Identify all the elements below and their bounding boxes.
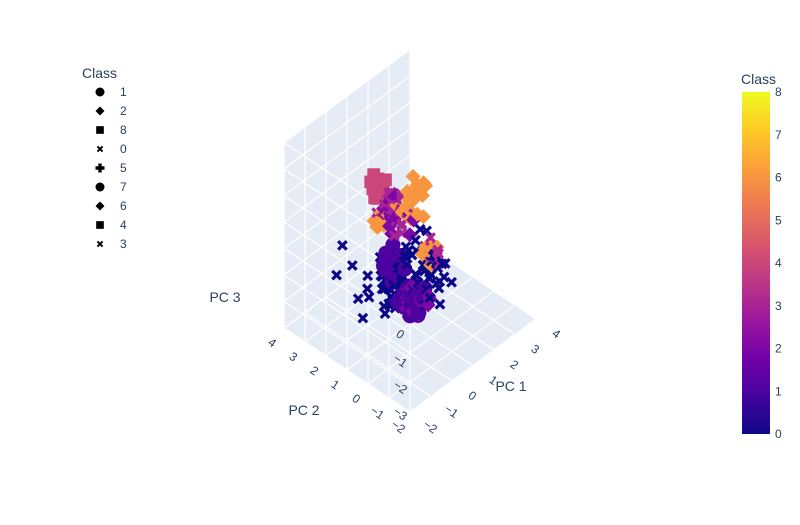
grid-line — [283, 75, 411, 170]
legend: Class 1 2 8 0 5 7 6 4 3 — [82, 65, 127, 251]
x-tick-label: −2 — [421, 417, 441, 437]
legend-symbol-diamond-icon — [95, 201, 105, 211]
y-tick-label: 0 — [350, 391, 364, 406]
data-point — [410, 234, 421, 246]
legend-symbol-x-icon — [96, 145, 104, 153]
data-point — [415, 209, 431, 225]
legend-symbol-cross-icon — [95, 163, 105, 173]
colorbar-tick-label: 5 — [775, 213, 782, 227]
y-tick-label: −1 — [368, 403, 388, 423]
legend-item-label: 2 — [120, 104, 127, 118]
grid-line — [283, 155, 411, 249]
legend-item-label: 6 — [120, 199, 127, 213]
legend-symbol-x-icon — [96, 240, 104, 248]
legend-symbol-square-icon — [96, 126, 104, 134]
x-tick-label: −1 — [442, 402, 462, 422]
data-point — [418, 178, 434, 194]
legend-item-label: 7 — [120, 180, 127, 194]
data-point — [439, 258, 451, 269]
grid-line — [283, 102, 411, 196]
legend-item-label: 5 — [120, 161, 127, 175]
legend-symbol-circle-icon — [95, 182, 105, 192]
y-tick-label: 1 — [329, 377, 343, 392]
legend-item[interactable]: 8 — [96, 123, 127, 137]
legend-item-label: 8 — [120, 123, 127, 137]
data-point — [331, 269, 342, 281]
colorbar-title: Class — [741, 71, 776, 87]
grid-line — [283, 327, 411, 413]
y-axis-title: PC 2 — [288, 402, 319, 418]
grid-line — [283, 128, 411, 223]
colorbar-tick-label: 6 — [775, 171, 782, 185]
z-axis-title: PC 3 — [209, 289, 240, 305]
legend-symbol-circle-icon — [95, 87, 105, 97]
x-tick-label: 2 — [508, 357, 522, 372]
y-tick-label: 4 — [266, 335, 280, 350]
grid-line — [283, 248, 411, 333]
data-point — [424, 292, 436, 304]
colorbar: Class 0 1 2 3 4 5 6 7 8 — [741, 71, 782, 441]
colorbar-tick-label: 2 — [775, 342, 782, 356]
grid-line — [346, 276, 474, 371]
legend-item[interactable]: 3 — [96, 237, 127, 251]
data-point — [388, 230, 400, 242]
data-point — [433, 248, 444, 259]
legend-item-label: 0 — [120, 142, 127, 156]
legend-symbol-square-icon — [96, 221, 104, 229]
data-point — [346, 260, 358, 271]
data-point — [434, 298, 446, 310]
legend-item[interactable]: 0 — [96, 142, 127, 156]
grid-line — [367, 290, 495, 385]
x-tick-label: 4 — [550, 326, 564, 341]
data-point — [352, 293, 364, 305]
legend-item[interactable]: 6 — [95, 199, 128, 213]
colorbar-tick-label: 3 — [775, 299, 782, 313]
colorbar-tick-label: 1 — [775, 384, 782, 398]
grid-line — [388, 304, 516, 399]
grid-line — [409, 318, 537, 413]
y-tick-label: 2 — [308, 363, 322, 378]
x-axis-title: PC 1 — [495, 378, 526, 394]
data-point — [363, 291, 375, 303]
colorbar-tick-label: 4 — [775, 256, 782, 270]
grid-line — [283, 274, 411, 360]
data-point — [361, 283, 373, 295]
data-point — [379, 173, 392, 187]
grid-line — [283, 301, 411, 386]
legend-item[interactable]: 2 — [95, 104, 128, 118]
legend-item[interactable]: 1 — [95, 85, 128, 99]
data-point — [438, 271, 450, 283]
legend-item[interactable]: 5 — [95, 161, 128, 175]
x-tick-label: 3 — [529, 342, 543, 357]
legend-item-label: 1 — [120, 85, 127, 99]
legend-item-label: 4 — [120, 218, 127, 232]
y-tick-label: 3 — [287, 349, 301, 364]
data-points[interactable] — [331, 168, 457, 324]
legend-item[interactable]: 7 — [95, 180, 128, 194]
data-point — [421, 225, 433, 237]
colorbar-tick-label: 8 — [775, 85, 782, 99]
legend-title: Class — [82, 65, 117, 81]
data-point — [337, 239, 348, 251]
x-tick-label: 0 — [466, 388, 480, 403]
data-point — [362, 270, 374, 282]
colorbar-tick-label: 0 — [775, 427, 782, 441]
data-point — [357, 312, 369, 324]
colorbar-tick-label: 7 — [775, 128, 782, 142]
colorbar-gradient — [742, 92, 770, 434]
legend-item-label: 3 — [120, 237, 127, 251]
data-point — [446, 276, 457, 288]
legend-item[interactable]: 4 — [96, 218, 127, 232]
grid-line — [283, 49, 411, 143]
legend-symbol-diamond-icon — [95, 106, 105, 116]
data-point — [425, 232, 436, 244]
